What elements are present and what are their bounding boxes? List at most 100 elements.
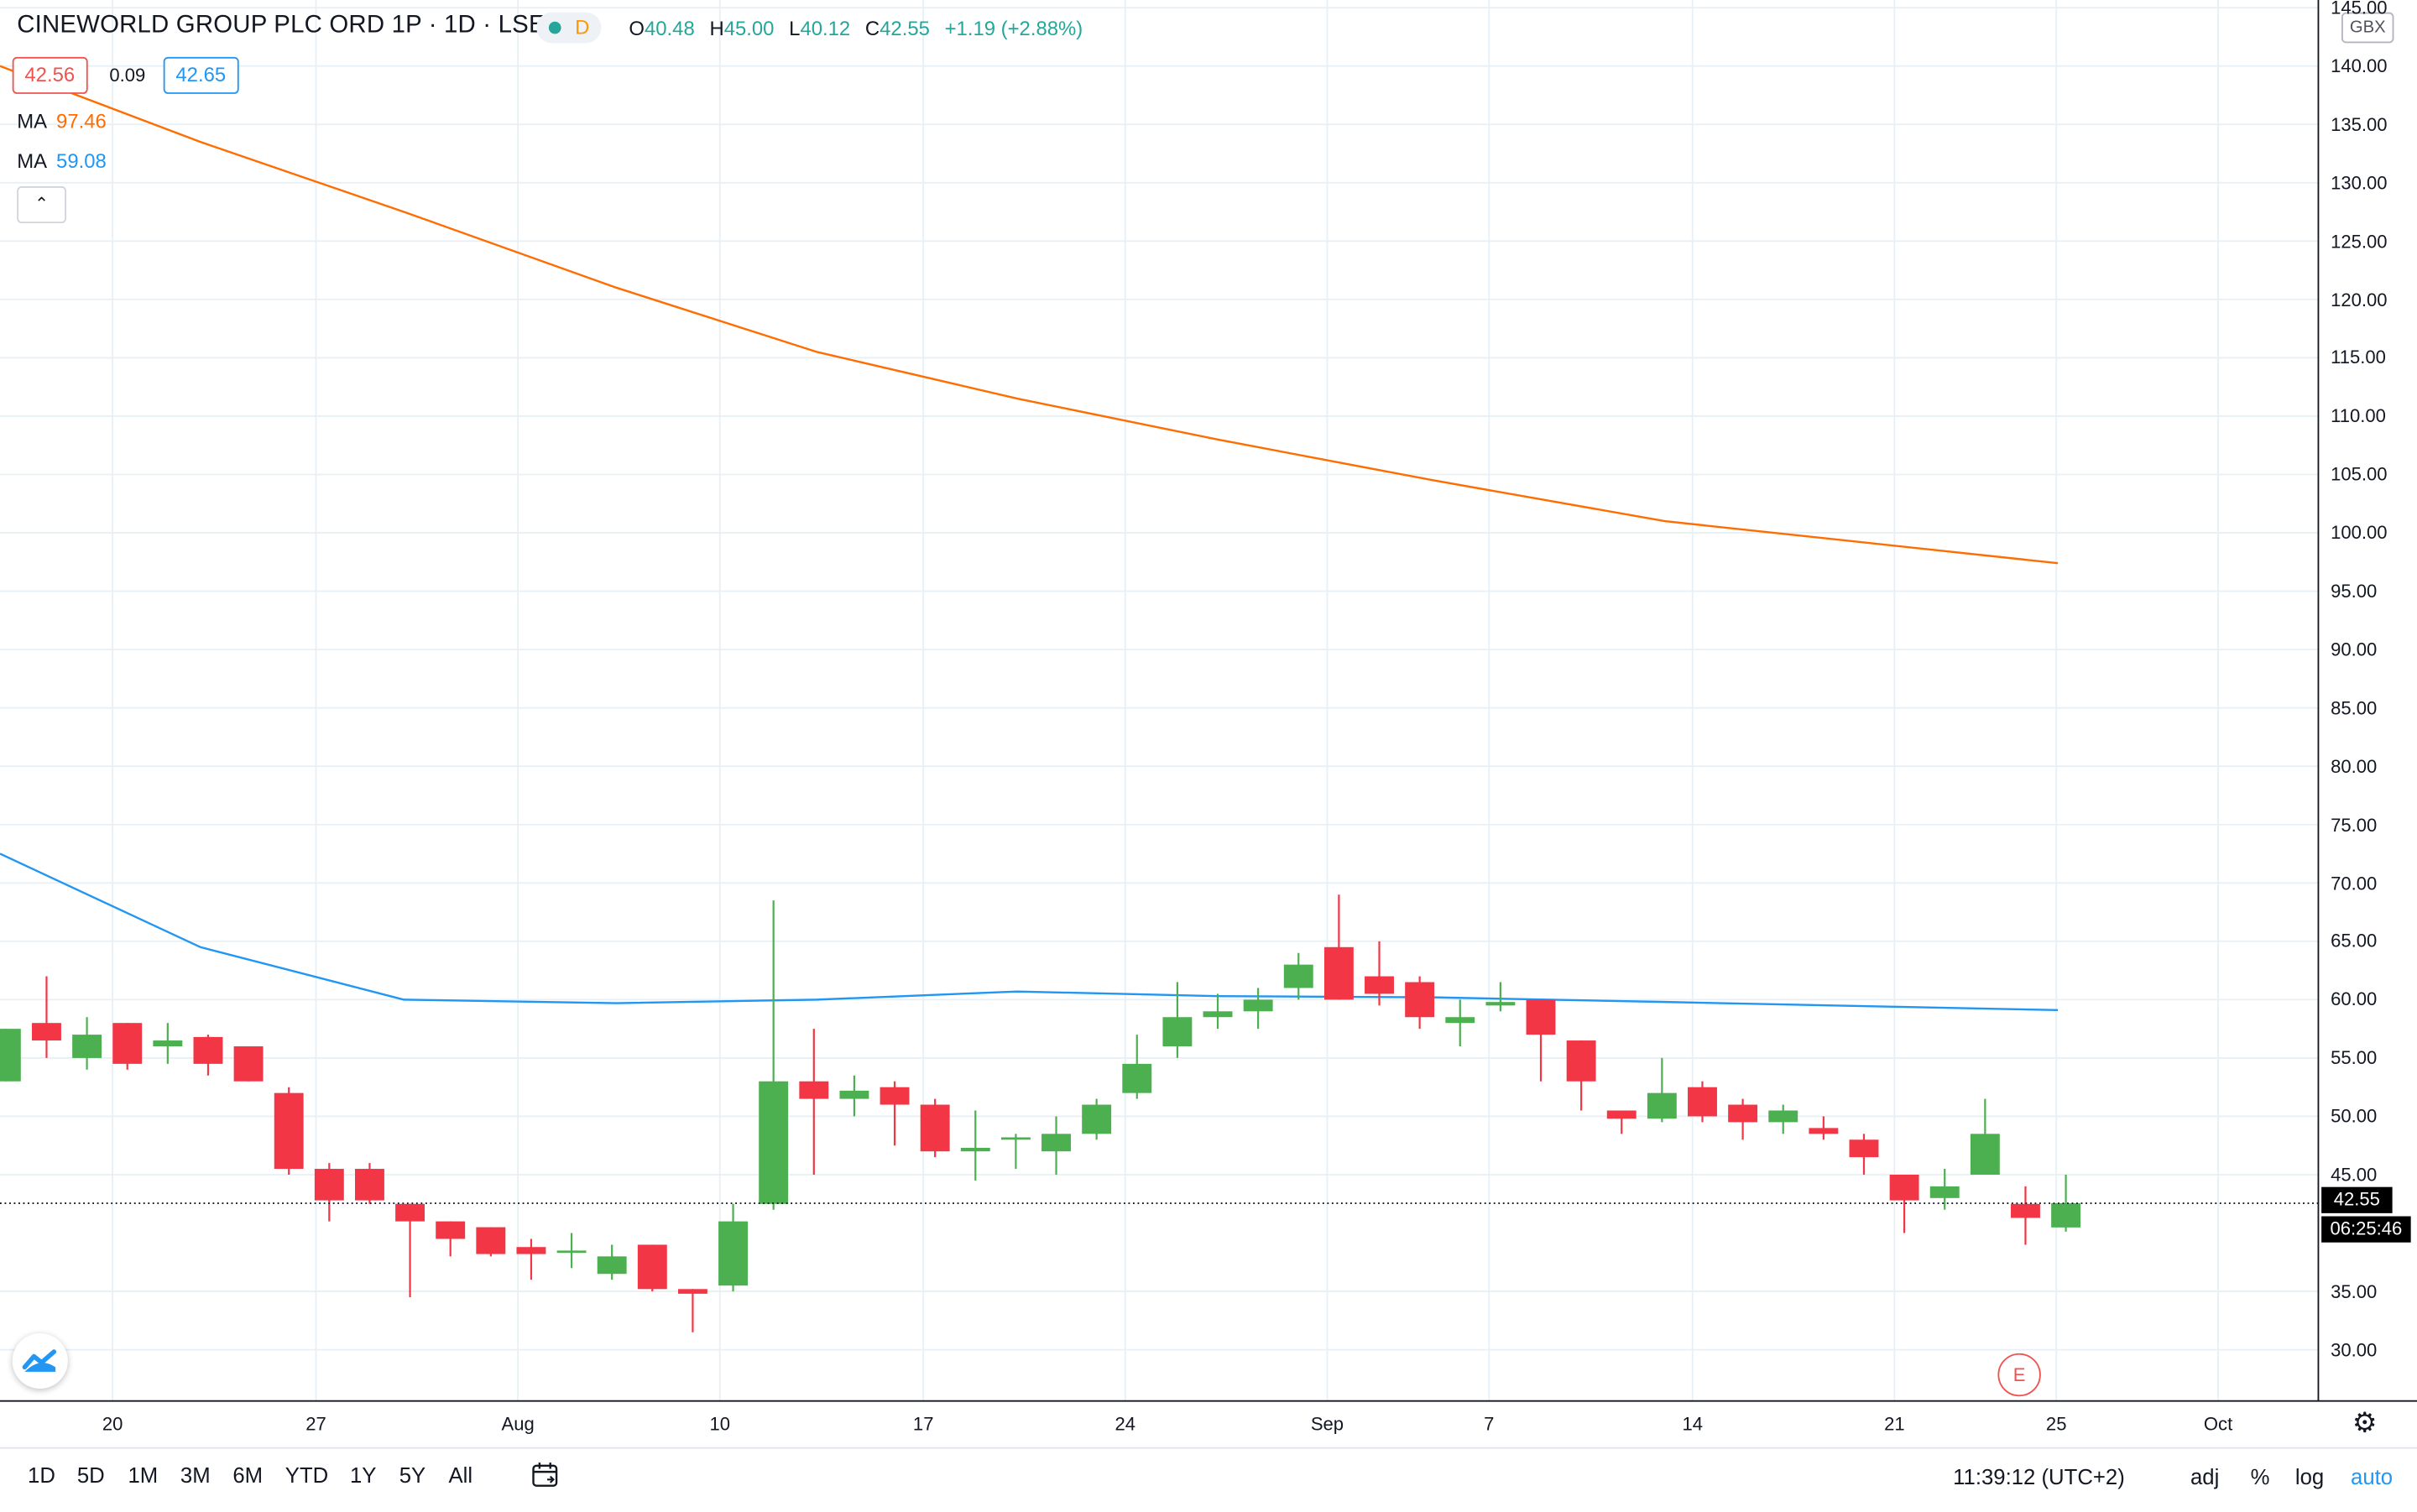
candle-down[interactable] [314, 1163, 344, 1222]
log-toggle[interactable]: log [2294, 1463, 2325, 1489]
indicator-ma-short[interactable]: MA 59.08 [17, 149, 107, 173]
status-badges[interactable]: D [536, 12, 602, 44]
go-to-date-calendar-icon[interactable] [530, 1461, 561, 1489]
range-button-5d[interactable]: 5D [76, 1462, 105, 1488]
candle-down[interactable] [1365, 941, 1394, 1006]
ma-series-line[interactable] [0, 65, 2059, 565]
range-button-1d[interactable]: 1D [28, 1462, 55, 1488]
candle-up[interactable] [1203, 993, 1233, 1030]
range-button-1m[interactable]: 1M [128, 1462, 159, 1488]
candle-down[interactable] [1323, 894, 1354, 1000]
candle-up[interactable] [1283, 952, 1313, 1000]
candle-up[interactable] [1000, 1134, 1031, 1170]
last-price-label: 42.55 [2321, 1186, 2393, 1213]
bar-countdown: 06:25:46 [2321, 1216, 2411, 1243]
tradingview-logo-icon[interactable] [12, 1332, 68, 1389]
candle-down[interactable] [880, 1081, 910, 1146]
candle-up[interactable] [1485, 982, 1516, 1012]
candle-up[interactable] [839, 1075, 869, 1117]
symbol-title[interactable]: CINEWORLD GROUP PLC ORD 1P · 1D · LSE [17, 12, 546, 39]
candle-down[interactable] [1526, 999, 1556, 1082]
candle-down[interactable] [436, 1221, 466, 1257]
candle-down[interactable] [1728, 1098, 1758, 1140]
candle-down[interactable] [2011, 1186, 2040, 1245]
candle-down[interactable] [32, 976, 61, 1058]
candles[interactable] [0, 894, 2081, 1332]
candle-body [1566, 1040, 1596, 1082]
auto-scale-toggle[interactable]: auto [2351, 1463, 2394, 1489]
ma-series-line[interactable] [0, 852, 2059, 1012]
candle-up[interactable] [0, 1029, 21, 1082]
adj-toggle[interactable]: adj [2190, 1463, 2220, 1489]
candle-down[interactable] [112, 1023, 143, 1070]
range-button-6m[interactable]: 6M [232, 1462, 264, 1488]
candle-up[interactable] [556, 1233, 587, 1269]
candle-down[interactable] [1849, 1134, 1879, 1175]
candle-down[interactable] [274, 1087, 304, 1175]
price-tick-label: 130.00 [2331, 171, 2388, 194]
candle-up[interactable] [1122, 1035, 1152, 1099]
candle-down[interactable] [1566, 1040, 1596, 1111]
candle-down[interactable] [193, 1035, 223, 1076]
candle-body [960, 1148, 990, 1152]
settings-gear-icon[interactable]: ⚙ [2352, 1407, 2378, 1438]
collapse-legend-button[interactable]: ⌃ [17, 186, 66, 224]
candle-body [1485, 1002, 1516, 1006]
candle-down[interactable] [233, 1046, 264, 1082]
candle-up[interactable] [1768, 1104, 1798, 1134]
candle-down[interactable] [920, 1098, 950, 1158]
candle-up[interactable] [1162, 982, 1193, 1058]
candle-up[interactable] [960, 1110, 990, 1181]
indicator-ma-long[interactable]: MA 97.46 [17, 109, 107, 133]
currency-badge[interactable]: GBX [2341, 12, 2394, 44]
time-tick-label: Oct [2203, 1413, 2233, 1436]
candle-up[interactable] [718, 1203, 749, 1292]
candle-up[interactable] [1970, 1098, 2000, 1175]
candle-up[interactable] [759, 900, 789, 1210]
candle-down[interactable] [355, 1163, 384, 1204]
candle-down[interactable] [1889, 1174, 1919, 1233]
sell-price-button[interactable]: 42.56 [12, 56, 87, 94]
range-button-5y[interactable]: 5Y [399, 1462, 426, 1488]
candle-body [920, 1104, 950, 1152]
candle-down[interactable] [516, 1238, 546, 1280]
close-value: 42.55 [880, 17, 930, 40]
candle-down[interactable] [395, 1203, 425, 1298]
open-label: O [629, 17, 645, 40]
candle-down[interactable] [1405, 976, 1435, 1030]
candle-up[interactable] [1243, 988, 1273, 1030]
range-button-ytd[interactable]: YTD [285, 1462, 329, 1488]
candle-up[interactable] [1082, 1098, 1112, 1140]
earnings-marker-icon[interactable]: E [1997, 1353, 2041, 1397]
candle-up[interactable] [597, 1244, 627, 1280]
price-tick-label: 145.00 [2331, 0, 2388, 19]
timezone-clock[interactable]: 11:39:12 (UTC+2) [1953, 1463, 2125, 1489]
spread-value: 0.09 [109, 65, 146, 86]
indicator-value: 97.46 [56, 109, 107, 133]
candle-down[interactable] [1809, 1116, 1839, 1140]
candle-down[interactable] [637, 1244, 667, 1292]
price-tick-label: 65.00 [2331, 930, 2378, 952]
candle-down[interactable] [677, 1289, 707, 1332]
candle-up[interactable] [72, 1017, 102, 1070]
candle-up[interactable] [1445, 999, 1475, 1047]
candle-body [476, 1227, 506, 1254]
candle-up[interactable] [2051, 1174, 2081, 1232]
candle-up[interactable] [1041, 1116, 1071, 1175]
candle-up[interactable] [1647, 1057, 1677, 1123]
candle-down[interactable] [1606, 1110, 1637, 1134]
range-button-3m[interactable]: 3M [180, 1462, 211, 1488]
candle-body [1526, 999, 1556, 1035]
range-button-all[interactable]: All [448, 1462, 473, 1488]
candle-body [1082, 1104, 1112, 1134]
time-tick-label: 7 [1484, 1413, 1495, 1436]
percent-toggle[interactable]: % [2250, 1463, 2270, 1489]
candle-down[interactable] [799, 1029, 829, 1175]
candle-up[interactable] [153, 1023, 183, 1064]
buy-price-button[interactable]: 42.65 [163, 56, 238, 94]
range-button-1y[interactable]: 1Y [349, 1462, 377, 1488]
candle-up[interactable] [1929, 1169, 1960, 1210]
candle-down[interactable] [476, 1227, 506, 1257]
candle-down[interactable] [1688, 1081, 1717, 1123]
